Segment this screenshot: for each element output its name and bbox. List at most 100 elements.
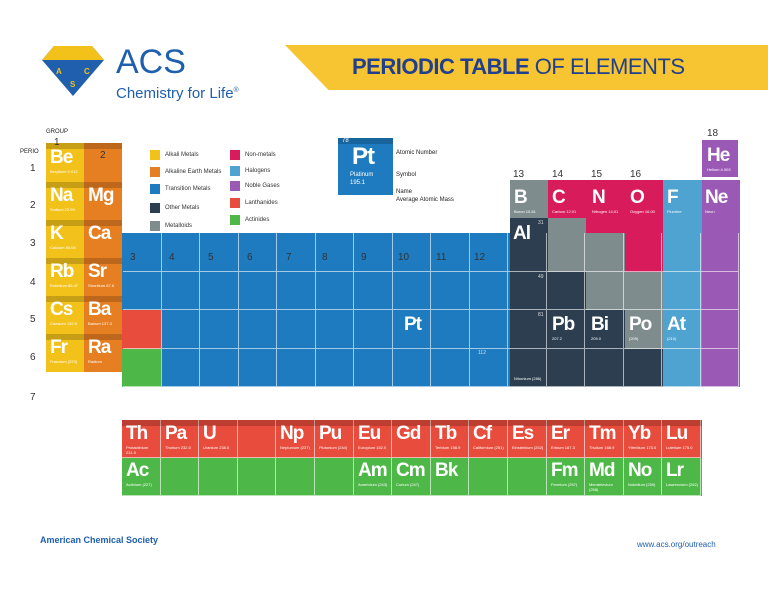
actinide-cell[interactable] bbox=[392, 458, 431, 496]
element-symbol-cm[interactable]: Cm bbox=[396, 460, 426, 481]
element-symbol-yb[interactable]: Yb bbox=[628, 423, 651, 444]
grid-cell[interactable] bbox=[238, 348, 277, 387]
element-symbol-th[interactable]: Th bbox=[126, 423, 148, 444]
lanthanide-cell[interactable] bbox=[199, 420, 238, 458]
element-symbol-lr[interactable]: Lr bbox=[666, 460, 684, 481]
element-symbol-tb[interactable]: Tb bbox=[435, 423, 457, 444]
grid-cell[interactable] bbox=[662, 271, 701, 310]
element-symbol-al[interactable]: Al bbox=[513, 223, 531, 244]
grid-cell[interactable] bbox=[623, 233, 662, 272]
element-symbol-lu[interactable]: Lu bbox=[666, 423, 688, 444]
grid-cell[interactable] bbox=[431, 310, 470, 349]
grid-cell[interactable] bbox=[277, 271, 316, 310]
grid-cell[interactable] bbox=[662, 348, 701, 387]
grid-cell[interactable] bbox=[546, 233, 585, 272]
grid-cell[interactable] bbox=[123, 233, 162, 272]
grid-cell[interactable] bbox=[623, 348, 662, 387]
grid-cell[interactable] bbox=[392, 233, 431, 272]
element-symbol-er[interactable]: Er bbox=[551, 423, 570, 444]
element-symbol-ba[interactable]: Ba bbox=[88, 299, 111, 320]
element-symbol-ac[interactable]: Ac bbox=[126, 460, 149, 481]
grid-cell[interactable] bbox=[700, 310, 739, 349]
element-symbol-b[interactable]: B bbox=[514, 187, 528, 208]
grid-cell[interactable] bbox=[700, 233, 739, 272]
lanthanide-cell[interactable] bbox=[160, 420, 200, 458]
grid-cell[interactable] bbox=[469, 310, 508, 349]
grid-cell[interactable] bbox=[585, 271, 624, 310]
element-symbol-fr[interactable]: Fr bbox=[50, 337, 68, 358]
grid-cell[interactable] bbox=[123, 310, 162, 349]
actinide-cell[interactable] bbox=[276, 458, 315, 496]
element-symbol-am[interactable]: Am bbox=[358, 460, 388, 481]
grid-cell[interactable] bbox=[392, 348, 431, 387]
element-symbol-k[interactable]: K bbox=[50, 223, 64, 244]
actinide-cell[interactable] bbox=[122, 458, 161, 496]
element-symbol-mg[interactable]: Mg bbox=[88, 185, 114, 206]
element-symbol-bi[interactable]: Bi bbox=[591, 314, 609, 335]
element-symbol-fm[interactable]: Fm bbox=[551, 460, 578, 481]
lanthanide-cell[interactable] bbox=[662, 420, 701, 458]
lanthanide-cell[interactable] bbox=[546, 420, 586, 458]
grid-cell[interactable] bbox=[354, 310, 393, 349]
actinide-cell[interactable] bbox=[199, 458, 238, 496]
grid-cell[interactable] bbox=[315, 233, 354, 272]
grid-cell[interactable] bbox=[238, 271, 277, 310]
grid-cell[interactable] bbox=[277, 233, 316, 272]
grid-cell[interactable] bbox=[469, 233, 508, 272]
element-symbol-pt[interactable]: Pt bbox=[404, 314, 422, 335]
grid-cell[interactable] bbox=[469, 271, 508, 310]
grid-cell[interactable] bbox=[315, 348, 354, 387]
element-symbol-tm[interactable]: Tm bbox=[589, 423, 616, 444]
lanthanide-cell[interactable] bbox=[623, 420, 663, 458]
grid-cell[interactable] bbox=[238, 233, 277, 272]
element-symbol-sr[interactable]: Sr bbox=[88, 261, 107, 282]
actinide-cell[interactable] bbox=[662, 458, 701, 496]
grid-cell[interactable] bbox=[161, 271, 200, 310]
actinide-cell[interactable] bbox=[623, 458, 663, 496]
grid-cell[interactable] bbox=[585, 233, 624, 272]
lanthanide-cell[interactable] bbox=[585, 420, 624, 458]
grid-cell[interactable] bbox=[623, 310, 662, 349]
element-symbol-np[interactable]: Np bbox=[280, 423, 304, 444]
grid-cell[interactable] bbox=[315, 310, 354, 349]
element-symbol-be[interactable]: Be bbox=[50, 147, 73, 168]
grid-cell[interactable] bbox=[161, 348, 200, 387]
element-symbol-o[interactable]: O bbox=[630, 187, 645, 208]
lanthanide-cell[interactable] bbox=[469, 420, 508, 458]
element-symbol-ne[interactable]: Ne bbox=[705, 187, 728, 208]
grid-cell[interactable] bbox=[585, 348, 624, 387]
actinide-cell[interactable] bbox=[353, 458, 393, 496]
element-symbol-no[interactable]: No bbox=[628, 460, 652, 481]
grid-cell[interactable] bbox=[662, 233, 701, 272]
grid-cell[interactable] bbox=[354, 271, 393, 310]
grid-cell[interactable] bbox=[315, 271, 354, 310]
grid-cell[interactable] bbox=[700, 271, 739, 310]
actinide-cell[interactable] bbox=[315, 458, 354, 496]
lanthanide-cell[interactable] bbox=[237, 420, 277, 458]
grid-cell[interactable] bbox=[354, 233, 393, 272]
grid-cell[interactable] bbox=[508, 271, 547, 310]
grid-cell[interactable] bbox=[431, 348, 470, 387]
grid-cell[interactable] bbox=[277, 348, 316, 387]
element-symbol-pu[interactable]: Pu bbox=[319, 423, 342, 444]
element-symbol-ra[interactable]: Ra bbox=[88, 337, 111, 358]
grid-cell[interactable] bbox=[431, 271, 470, 310]
element-symbol-ca[interactable]: Ca bbox=[88, 223, 111, 244]
grid-cell[interactable] bbox=[623, 271, 662, 310]
element-symbol-c[interactable]: C bbox=[552, 187, 566, 208]
grid-cell[interactable] bbox=[585, 310, 624, 349]
actinide-cell[interactable] bbox=[430, 458, 470, 496]
actinide-cell[interactable] bbox=[237, 458, 277, 496]
grid-cell[interactable] bbox=[123, 348, 162, 387]
actinide-cell[interactable] bbox=[469, 458, 508, 496]
element-symbol-cs[interactable]: Cs bbox=[50, 299, 73, 320]
element-symbol-md[interactable]: Md bbox=[589, 460, 615, 481]
element-symbol-rb[interactable]: Rb bbox=[50, 261, 74, 282]
lanthanide-cell[interactable] bbox=[122, 420, 161, 458]
grid-cell[interactable] bbox=[161, 310, 200, 349]
grid-cell[interactable] bbox=[700, 348, 739, 387]
actinide-cell[interactable] bbox=[585, 458, 624, 496]
element-symbol-at[interactable]: At bbox=[667, 314, 686, 335]
lanthanide-cell[interactable] bbox=[315, 420, 354, 458]
lanthanide-cell[interactable] bbox=[430, 420, 470, 458]
